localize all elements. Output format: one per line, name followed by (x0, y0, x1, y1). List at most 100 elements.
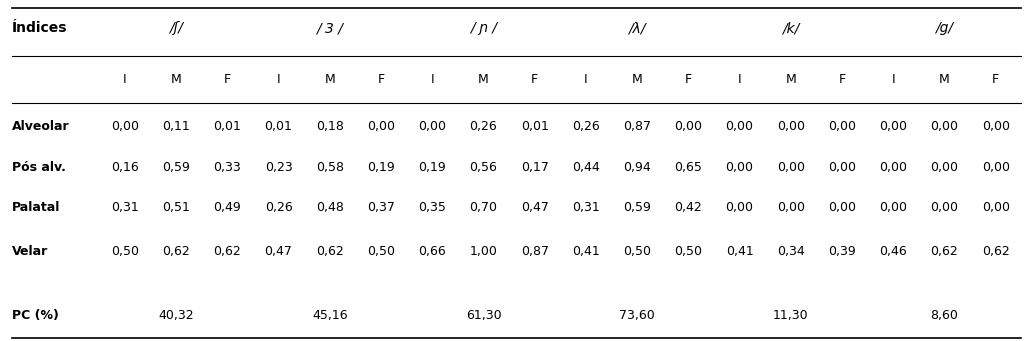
Text: 0,47: 0,47 (521, 201, 549, 214)
Text: I: I (123, 73, 127, 86)
Text: 0,62: 0,62 (214, 245, 241, 258)
Text: /g/: /g/ (936, 21, 953, 35)
Text: 61,30: 61,30 (466, 309, 501, 323)
Text: M: M (632, 73, 643, 86)
Text: 0,00: 0,00 (828, 201, 856, 214)
Text: M: M (785, 73, 796, 86)
Text: 0,34: 0,34 (777, 245, 805, 258)
Text: 0,11: 0,11 (162, 120, 190, 133)
Text: M: M (324, 73, 335, 86)
Text: 0,00: 0,00 (931, 201, 959, 214)
Text: 0,00: 0,00 (981, 161, 1009, 174)
Text: 0,65: 0,65 (675, 161, 702, 174)
Text: F: F (685, 73, 692, 86)
Text: 0,01: 0,01 (521, 120, 549, 133)
Text: I: I (738, 73, 742, 86)
Text: M: M (170, 73, 182, 86)
Text: F: F (839, 73, 846, 86)
Text: 0,00: 0,00 (981, 120, 1009, 133)
Text: 0,87: 0,87 (521, 245, 549, 258)
Text: / 3 /: / 3 / (316, 21, 343, 35)
Text: 0,62: 0,62 (162, 245, 190, 258)
Text: /λ/: /λ/ (628, 21, 646, 35)
Text: 0,00: 0,00 (777, 120, 805, 133)
Text: 0,94: 0,94 (623, 161, 651, 174)
Text: 0,50: 0,50 (367, 245, 395, 258)
Text: 0,00: 0,00 (725, 161, 753, 174)
Text: 0,00: 0,00 (418, 120, 446, 133)
Text: 0,17: 0,17 (521, 161, 549, 174)
Text: 0,00: 0,00 (111, 120, 138, 133)
Text: 0,44: 0,44 (572, 161, 600, 174)
Text: I: I (277, 73, 280, 86)
Text: / ɲ /: / ɲ / (470, 21, 497, 35)
Text: 40,32: 40,32 (158, 309, 194, 323)
Text: 0,70: 0,70 (469, 201, 498, 214)
Text: I: I (431, 73, 434, 86)
Text: 0,16: 0,16 (111, 161, 138, 174)
Text: 0,00: 0,00 (879, 161, 907, 174)
Text: 0,56: 0,56 (470, 161, 497, 174)
Text: 73,60: 73,60 (619, 309, 655, 323)
Text: 0,41: 0,41 (726, 245, 753, 258)
Text: 0,01: 0,01 (214, 120, 242, 133)
Text: /ʃ/: /ʃ/ (169, 21, 183, 35)
Text: I: I (891, 73, 895, 86)
Text: 0,26: 0,26 (264, 201, 292, 214)
Text: 0,50: 0,50 (111, 245, 138, 258)
Text: 0,58: 0,58 (316, 161, 344, 174)
Text: 0,00: 0,00 (725, 120, 753, 133)
Text: 0,42: 0,42 (675, 201, 702, 214)
Text: 0,48: 0,48 (316, 201, 344, 214)
Text: F: F (531, 73, 538, 86)
Text: 0,31: 0,31 (572, 201, 600, 214)
Text: 11,30: 11,30 (773, 309, 809, 323)
Text: Velar: Velar (11, 245, 48, 258)
Text: 8,60: 8,60 (931, 309, 959, 323)
Text: 0,50: 0,50 (623, 245, 651, 258)
Text: M: M (478, 73, 489, 86)
Text: 0,00: 0,00 (675, 120, 702, 133)
Text: 0,00: 0,00 (931, 120, 959, 133)
Text: 0,00: 0,00 (828, 120, 856, 133)
Text: 0,33: 0,33 (214, 161, 241, 174)
Text: 0,00: 0,00 (828, 161, 856, 174)
Text: 0,00: 0,00 (931, 161, 959, 174)
Text: /k/: /k/ (782, 21, 800, 35)
Text: F: F (377, 73, 384, 86)
Text: 0,62: 0,62 (931, 245, 959, 258)
Text: 0,31: 0,31 (111, 201, 138, 214)
Text: 0,41: 0,41 (572, 245, 600, 258)
Text: 0,23: 0,23 (264, 161, 292, 174)
Text: M: M (939, 73, 950, 86)
Text: 0,19: 0,19 (418, 161, 446, 174)
Text: I: I (584, 73, 588, 86)
Text: 0,66: 0,66 (418, 245, 446, 258)
Text: 0,59: 0,59 (623, 201, 651, 214)
Text: 1,00: 1,00 (470, 245, 497, 258)
Text: Índices: Índices (11, 21, 67, 35)
Text: 45,16: 45,16 (312, 309, 347, 323)
Text: 0,50: 0,50 (675, 245, 702, 258)
Text: 0,00: 0,00 (777, 201, 805, 214)
Text: Alveolar: Alveolar (11, 120, 69, 133)
Text: 0,47: 0,47 (264, 245, 292, 258)
Text: Palatal: Palatal (11, 201, 60, 214)
Text: 0,26: 0,26 (470, 120, 497, 133)
Text: 0,37: 0,37 (367, 201, 395, 214)
Text: PC (%): PC (%) (11, 309, 59, 323)
Text: 0,49: 0,49 (214, 201, 241, 214)
Text: 0,18: 0,18 (316, 120, 344, 133)
Text: Pós alv.: Pós alv. (11, 161, 65, 174)
Text: 0,00: 0,00 (879, 120, 907, 133)
Text: 0,00: 0,00 (725, 201, 753, 214)
Text: 0,00: 0,00 (981, 201, 1009, 214)
Text: F: F (992, 73, 999, 86)
Text: 0,51: 0,51 (162, 201, 190, 214)
Text: 0,00: 0,00 (879, 201, 907, 214)
Text: 0,35: 0,35 (418, 201, 446, 214)
Text: 0,00: 0,00 (367, 120, 395, 133)
Text: 0,19: 0,19 (367, 161, 395, 174)
Text: 0,62: 0,62 (316, 245, 344, 258)
Text: 0,62: 0,62 (981, 245, 1009, 258)
